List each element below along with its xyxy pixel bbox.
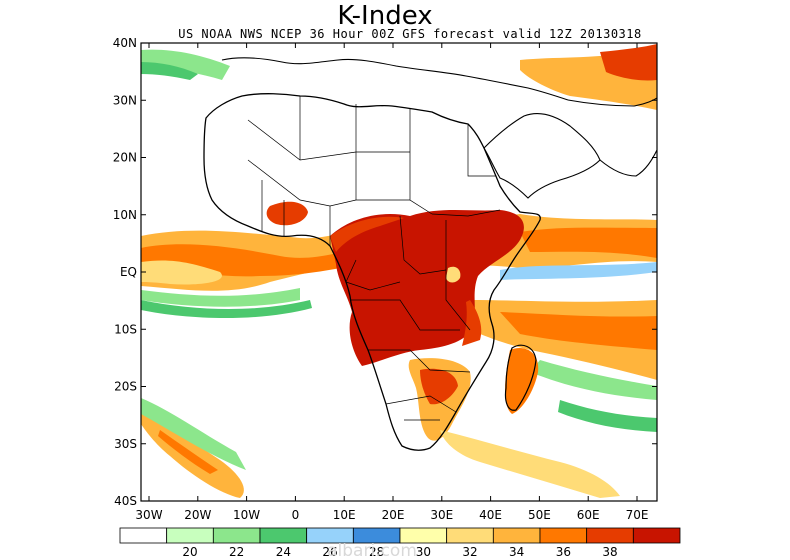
colorbar-label: 20 — [182, 545, 197, 559]
colorbar-swatch — [166, 527, 214, 544]
lon-label: 40E — [479, 508, 502, 522]
lat-label: 30N — [113, 93, 137, 107]
lon-label: 30W — [135, 508, 162, 522]
colorbar: 20 22 24 26 28 30 32 34 36 38 — [119, 527, 681, 559]
africa-coastline — [203, 93, 541, 451]
lon-label: 10E — [333, 508, 356, 522]
colorbar-label: 26 — [322, 545, 337, 559]
lat-label: 10S — [114, 322, 137, 336]
lat-label: 30S — [114, 437, 137, 451]
colorbar-swatch — [119, 527, 168, 544]
lon-label: 30E — [430, 508, 453, 522]
country-borders — [247, 96, 501, 421]
lat-label: EQ — [120, 265, 137, 279]
colorbar-swatch — [446, 527, 494, 544]
lon-label: 0 — [292, 508, 300, 522]
lat-label: 10N — [113, 208, 137, 222]
watermark: albari.com — [327, 541, 417, 560]
colorbar-swatch — [632, 527, 681, 544]
colorbar-swatch — [492, 527, 541, 544]
colorbar-label: 36 — [556, 545, 571, 559]
colorbar-swatch — [259, 527, 308, 544]
colorbar-swatch — [212, 527, 261, 544]
map-panel — [141, 43, 657, 501]
colorbar-swatch — [539, 527, 588, 544]
lon-label: 20E — [382, 508, 405, 522]
lon-label: 10W — [233, 508, 260, 522]
lat-label: 20N — [113, 151, 137, 165]
lat-label: 40N — [113, 36, 137, 50]
lon-label: 50E — [528, 508, 551, 522]
colorbar-label: 30 — [416, 545, 431, 559]
map-subtitle: US NOAA NWS NCEP 36 Hour 00Z GFS forecas… — [178, 27, 641, 41]
colorbar-label: 32 — [462, 545, 477, 559]
colorbar-label: 34 — [509, 545, 524, 559]
colorbar-label: 38 — [602, 545, 617, 559]
k-index-core-central-africa — [330, 210, 524, 366]
lon-label: 60E — [577, 508, 600, 522]
lon-label: 70E — [626, 508, 649, 522]
colorbar-label: 22 — [229, 545, 244, 559]
map-title: K-Index — [337, 1, 432, 31]
colorbar-label: 24 — [276, 545, 291, 559]
lon-label: 20W — [184, 508, 211, 522]
lat-label: 20S — [114, 380, 137, 394]
colorbar-label: 28 — [369, 545, 384, 559]
colorbar-swatch — [586, 527, 634, 544]
lat-label: 40S — [114, 494, 137, 508]
